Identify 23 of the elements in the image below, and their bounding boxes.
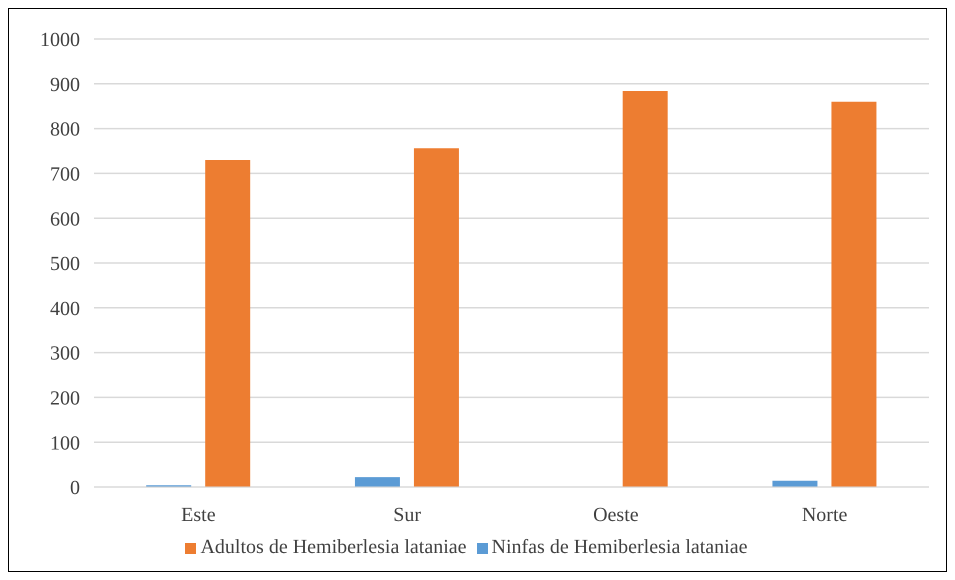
y-tick-label: 900 <box>50 74 80 96</box>
legend-label: Ninfas de Hemiberlesia lataniae <box>492 536 748 558</box>
bar <box>205 160 250 487</box>
x-tick-label: Oeste <box>593 504 639 526</box>
bar <box>414 148 459 487</box>
y-tick-label: 800 <box>50 118 80 141</box>
y-tick-label: 400 <box>50 298 80 320</box>
bar <box>622 90 668 487</box>
y-tick-label: 700 <box>50 164 80 186</box>
x-tick-label: Este <box>181 504 216 526</box>
y-tick-label: 100 <box>50 432 80 454</box>
y-tick-label: 1000 <box>40 29 80 52</box>
y-tick-label: 300 <box>50 342 80 365</box>
x-tick-label: Sur <box>393 504 422 526</box>
y-tick-label: 0 <box>70 477 80 500</box>
x-tick-label: Norte <box>802 504 848 526</box>
legend-label: Adultos de Hemiberlesia lataniae <box>200 536 466 558</box>
y-tick-label: 500 <box>50 253 80 276</box>
y-tick-label: 200 <box>50 388 80 410</box>
y-tick-label: 600 <box>50 208 80 230</box>
bar <box>354 477 400 487</box>
bar <box>772 480 818 487</box>
bar <box>831 102 876 487</box>
